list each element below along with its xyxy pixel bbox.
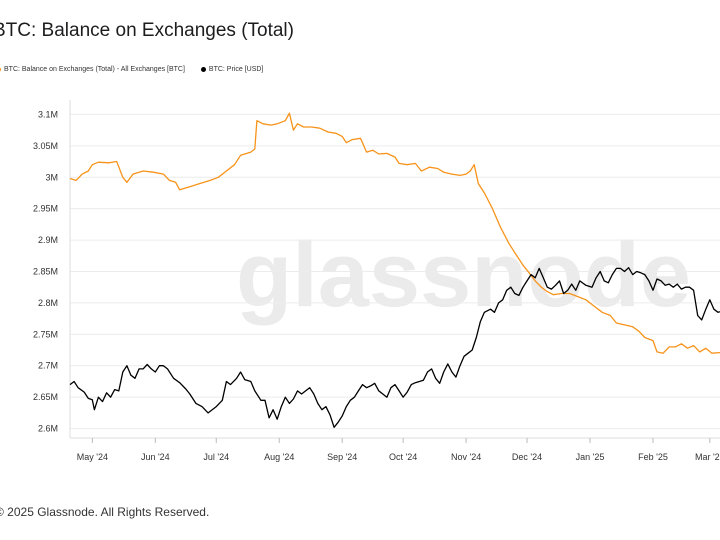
chart-lines <box>69 112 720 428</box>
legend-item-balance[interactable]: BTC: Balance on Exchanges (Total) - All … <box>0 66 185 73</box>
x-tick-label: Sep '24 <box>327 452 357 462</box>
y-tick-label: 2.9M <box>38 235 58 245</box>
y-tick-label: 2.6M <box>38 424 58 434</box>
x-axis-ticks: May '24 Jun '24 Jul '24 Aug '24 Sep '24 Oct '… <box>77 438 720 462</box>
y-tick-label: 3M <box>45 172 58 182</box>
balance-series-line <box>69 112 720 354</box>
legend-dot-balance <box>0 67 1 72</box>
y-tick-label: 2.75M <box>33 329 58 339</box>
watermark-text: glassnode <box>236 224 691 326</box>
y-tick-label: 2.65M <box>33 392 58 402</box>
y-axis-ticks: 3.1M 3.05M 3M 2.95M 2.9M 2.85M 2.8M 2.75M 2.7M 2.… <box>33 109 58 433</box>
legend-item-price[interactable]: BTC: Price [USD] <box>200 66 264 73</box>
y-tick-label: 2.8M <box>38 298 58 308</box>
x-tick-label: Aug '24 <box>264 452 294 462</box>
legend-label-balance: BTC: Balance on Exchanges (Total) - All … <box>4 66 185 73</box>
x-tick-label: Jun '24 <box>141 452 170 462</box>
y-tick-label: 3.1M <box>38 109 58 119</box>
legend-label-price: BTC: Price [USD] <box>208 66 264 73</box>
y-tick-label: 2.85M <box>33 267 58 277</box>
y-tick-label: 2.95M <box>33 204 58 214</box>
legend-dot-price <box>200 67 206 72</box>
chart-title: BTC: Balance on Exchanges (Total) <box>0 20 294 41</box>
x-tick-label: Jan '25 <box>576 452 605 462</box>
chart-grid <box>69 100 720 439</box>
y-tick-label: 2.7M <box>38 361 58 371</box>
price-series-line <box>69 267 720 428</box>
x-tick-label: Jul '24 <box>203 452 229 462</box>
x-tick-label: May '24 <box>77 452 108 462</box>
x-tick-label: Feb '25 <box>638 452 668 462</box>
chart-legend: BTC: Balance on Exchanges (Total) - All … <box>0 66 279 73</box>
y-tick-label: 3.05M <box>33 141 58 151</box>
x-tick-label: Dec '24 <box>512 452 542 462</box>
x-tick-label: Nov '24 <box>451 452 481 462</box>
copyright-footer: © 2025 Glassnode. All Rights Reserved. <box>0 505 210 519</box>
x-tick-label: Oct '24 <box>389 452 417 462</box>
x-tick-label: Mar '25 <box>695 452 720 462</box>
